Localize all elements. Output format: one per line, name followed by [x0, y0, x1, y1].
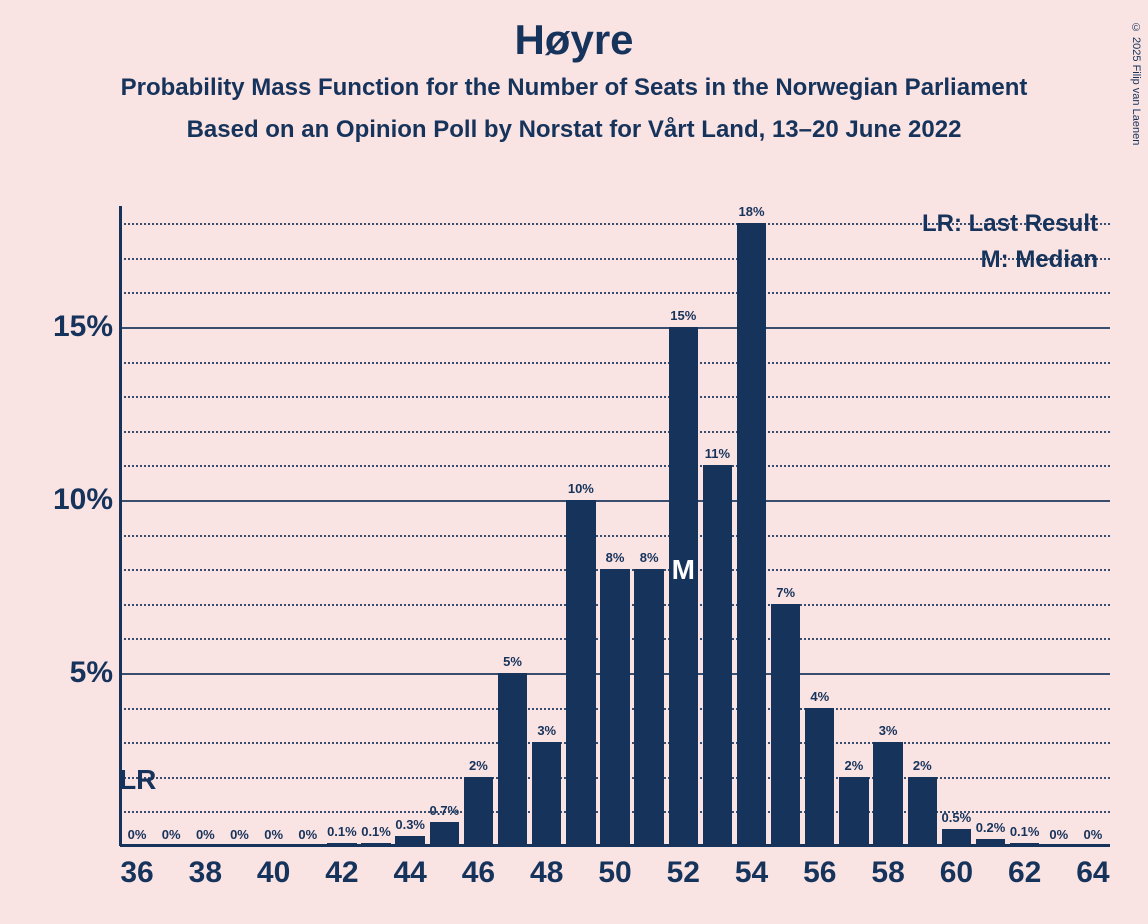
- bar-value-label: 0%: [298, 827, 317, 842]
- copyright-text: © 2025 Filip van Laenen: [1130, 22, 1142, 145]
- gridline: [120, 396, 1110, 398]
- x-tick-label: 52: [667, 856, 700, 890]
- x-tick-label: 42: [325, 856, 358, 890]
- y-tick-label: 15%: [23, 310, 113, 344]
- plot-area: LR: Last Result M: Median 0% 0% 0% 0% 0% 0% 0.1%…: [120, 206, 1110, 846]
- bar: [464, 777, 493, 846]
- bar-value-label: 2%: [913, 758, 932, 773]
- x-tick-label: 62: [1008, 856, 1041, 890]
- bar-value-label: 0%: [162, 827, 181, 842]
- bar-value-label: 0%: [196, 827, 215, 842]
- bar: [976, 839, 1005, 846]
- chart-area: LR: Last Result M: Median 0% 0% 0% 0% 0% 0% 0.1%…: [0, 196, 1148, 916]
- bar: [873, 742, 902, 846]
- x-tick-label: 60: [940, 856, 973, 890]
- gridline: [120, 535, 1110, 537]
- bar: [839, 777, 868, 846]
- gridline: [120, 362, 1110, 364]
- x-tick-label: 38: [189, 856, 222, 890]
- gridline: [120, 465, 1110, 467]
- bar-value-label: 0.1%: [1010, 824, 1040, 839]
- gridline: [120, 292, 1110, 294]
- x-tick-label: 40: [257, 856, 290, 890]
- bar-value-label: 0.7%: [429, 803, 459, 818]
- bar-value-label: 0%: [1084, 827, 1103, 842]
- bar-value-label: 0.5%: [942, 810, 972, 825]
- chart-subtitle: Probability Mass Function for the Number…: [0, 74, 1148, 102]
- bar-value-label: 18%: [739, 204, 765, 219]
- x-tick-label: 58: [871, 856, 904, 890]
- bar: [361, 843, 390, 846]
- bar: [327, 843, 356, 846]
- bar: [566, 500, 595, 846]
- bar-value-label: 4%: [810, 689, 829, 704]
- bar: [908, 777, 937, 846]
- x-tick-label: 48: [530, 856, 563, 890]
- x-tick-label: 50: [598, 856, 631, 890]
- bar: [771, 604, 800, 846]
- y-axis: [119, 206, 122, 846]
- bar: [737, 223, 766, 846]
- bar: [532, 742, 561, 846]
- x-tick-label: 46: [462, 856, 495, 890]
- bar: [942, 829, 971, 846]
- x-tick-label: 56: [803, 856, 836, 890]
- gridline: [120, 500, 1110, 502]
- y-tick-label: 10%: [23, 483, 113, 517]
- bar: [430, 822, 459, 846]
- bar: [805, 708, 834, 846]
- bar-value-label: 11%: [705, 446, 730, 461]
- bar: [634, 569, 663, 846]
- bar: [600, 569, 629, 846]
- x-tick-label: 54: [735, 856, 768, 890]
- bar: [703, 465, 732, 846]
- gridline: [120, 431, 1110, 433]
- chart-subtitle-2: Based on an Opinion Poll by Norstat for …: [0, 116, 1148, 144]
- bar-value-label: 3%: [879, 723, 898, 738]
- bar: [395, 836, 424, 846]
- bar-value-label: 3%: [537, 723, 556, 738]
- bar-value-label: 0.2%: [976, 820, 1006, 835]
- chart-title: Høyre: [0, 16, 1148, 64]
- bar-value-label: 0%: [230, 827, 249, 842]
- bar-value-label: 10%: [568, 481, 594, 496]
- bar-value-label: 15%: [670, 308, 696, 323]
- legend-median: M: Median: [981, 246, 1098, 274]
- bar-value-label: 8%: [640, 550, 659, 565]
- x-tick-label: 36: [120, 856, 153, 890]
- gridline: [120, 327, 1110, 329]
- bar-value-label: 2%: [469, 758, 488, 773]
- bar-value-label: 0.3%: [395, 817, 425, 832]
- bar-value-label: 0.1%: [327, 824, 357, 839]
- legend-lr: LR: Last Result: [922, 210, 1098, 238]
- x-tick-label: 44: [393, 856, 426, 890]
- bar-value-label: 0.1%: [361, 824, 391, 839]
- bar-value-label: 0%: [1049, 827, 1068, 842]
- y-tick-label: 5%: [23, 656, 113, 690]
- bar: [669, 327, 698, 846]
- gridline: [120, 258, 1110, 260]
- bar-value-label: 0%: [264, 827, 283, 842]
- bar-value-label: 0%: [128, 827, 147, 842]
- bar-value-label: 5%: [503, 654, 522, 669]
- median-marker: M: [672, 554, 695, 586]
- bar-value-label: 7%: [776, 585, 795, 600]
- last-result-marker: LR: [119, 764, 156, 796]
- bar: [1010, 843, 1039, 846]
- bar-value-label: 8%: [606, 550, 625, 565]
- x-tick-label: 64: [1076, 856, 1109, 890]
- bar: [498, 673, 527, 846]
- bar-value-label: 2%: [845, 758, 864, 773]
